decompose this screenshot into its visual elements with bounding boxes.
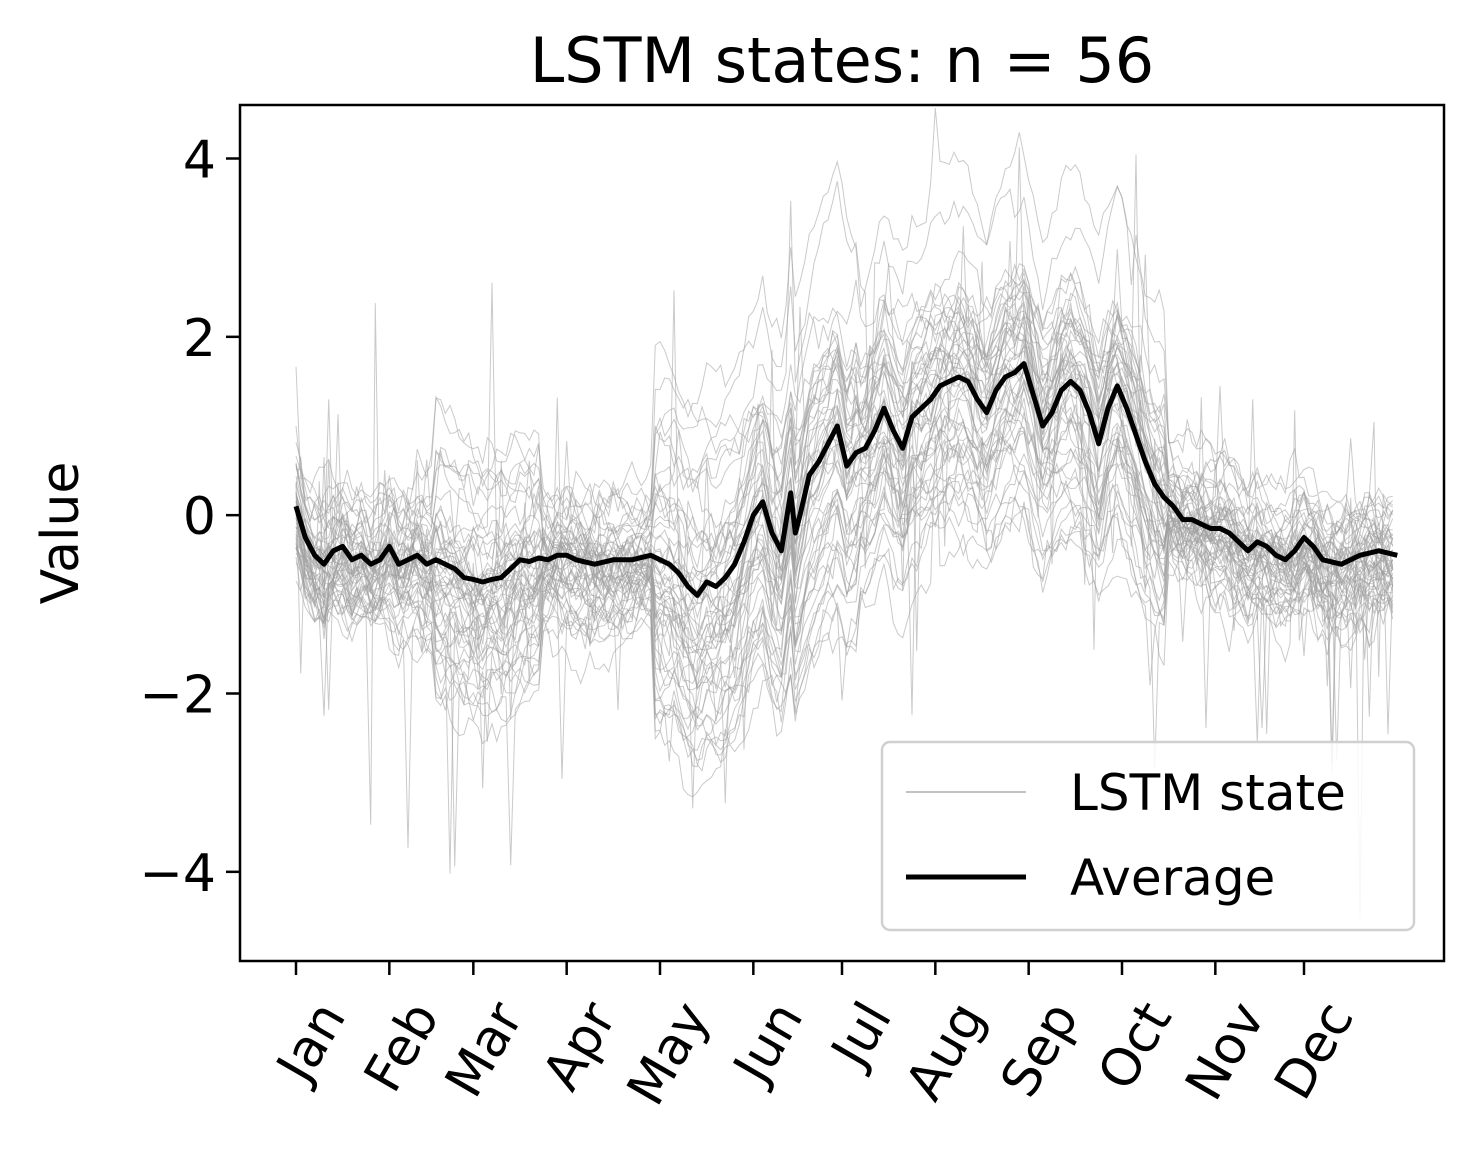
state-lines	[295, 108, 1394, 917]
y-tick-label: 0	[183, 487, 216, 547]
lstm-state-line	[295, 278, 1394, 659]
lstm-state-line	[295, 431, 1394, 742]
y-tick-label: −4	[139, 844, 216, 904]
legend: LSTM state Average	[880, 740, 1416, 932]
lstm-state-line	[295, 261, 1394, 621]
y-axis: 4 2 0 −2 −4	[139, 131, 240, 904]
y-tick-label: 2	[183, 309, 216, 369]
lstm-state-line	[295, 379, 1394, 762]
lstm-state-line	[295, 320, 1394, 650]
lstm-state-line	[295, 387, 1393, 687]
y-axis-label: Value	[31, 462, 91, 605]
lstm-state-line	[295, 383, 1394, 660]
lstm-state-line	[295, 443, 1394, 720]
legend-label-state: LSTM state	[1070, 764, 1346, 822]
lstm-state-line	[295, 254, 1394, 546]
lstm-state-line	[295, 492, 1394, 867]
y-tick-label: −2	[139, 666, 216, 726]
chart-title: LSTM states: n = 56	[530, 24, 1154, 97]
y-tick-label: 4	[183, 131, 216, 191]
lstm-state-line	[295, 108, 1393, 677]
legend-label-average: Average	[1070, 849, 1275, 907]
lstm-state-line	[295, 412, 1393, 789]
lstm-state-line	[295, 413, 1394, 809]
lstm-state-line	[295, 397, 1394, 849]
lstm-state-line	[295, 200, 1394, 535]
lstm-state-line	[295, 262, 1393, 578]
lstm-state-line	[295, 312, 1394, 674]
average-line	[293, 361, 1398, 598]
lstm-state-line	[295, 302, 1394, 557]
average-line-group	[293, 361, 1398, 598]
legend-box	[880, 740, 1416, 932]
lstm-state-line	[295, 180, 1394, 548]
